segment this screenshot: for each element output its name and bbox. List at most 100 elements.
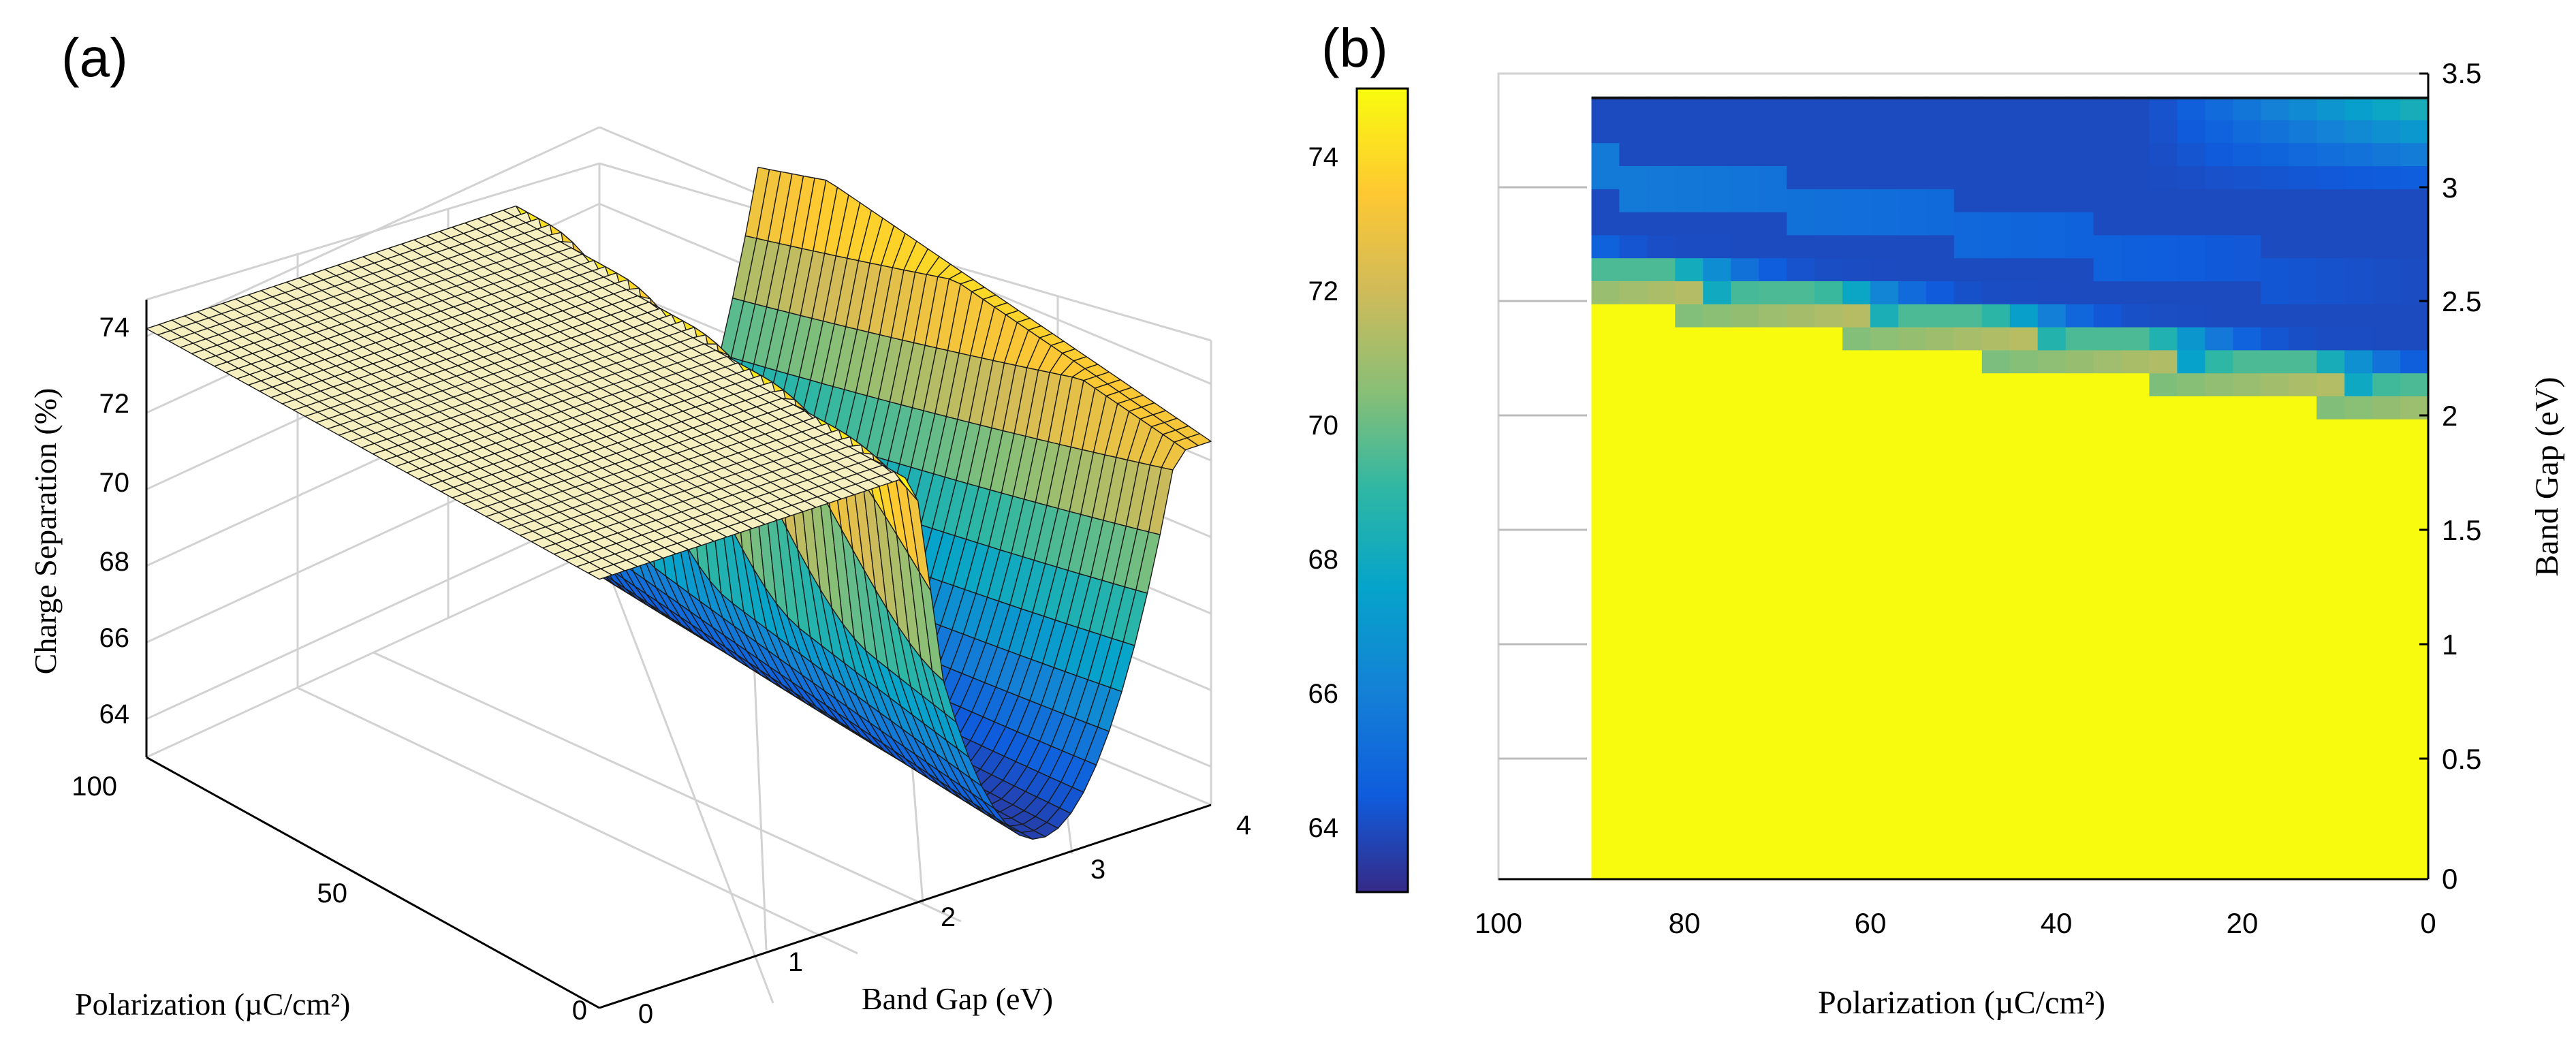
heatmap-cell	[1815, 96, 1843, 121]
heatmap-cell	[2121, 281, 2150, 304]
heatmap-cell	[2205, 464, 2234, 489]
heatmap-cell	[2344, 764, 2373, 788]
heatmap-cell	[2149, 281, 2178, 304]
heatmap-y-ticks: 3.5 3 2.5 2 1.5 1 0.5 0	[2442, 57, 2481, 895]
heatmap-cell	[2344, 833, 2373, 857]
heatmap-cell	[2093, 580, 2122, 604]
heatmap-cell	[1981, 488, 2011, 511]
heatmap-cell	[1619, 189, 1648, 212]
heatmap-cell	[1898, 119, 1927, 144]
heatmap-cell	[2037, 695, 2067, 719]
heatmap-cell	[1759, 649, 1787, 673]
heatmap-cell	[1675, 119, 1704, 144]
heatmap-cell	[1926, 741, 1955, 765]
heatmap-guides	[1498, 186, 1587, 760]
heatmap-cell	[1647, 189, 1676, 212]
colorbar-tick-label: 74	[1308, 142, 1339, 172]
heatmap-cell	[1898, 96, 1927, 121]
heatmap-cell	[1981, 234, 2011, 259]
heatmap-cell	[1926, 833, 1955, 857]
heatmap-cell	[1759, 257, 1787, 281]
heatmap-cell	[2289, 695, 2317, 719]
heatmap-cell	[1842, 441, 1871, 466]
heatmap-cell	[1842, 580, 1871, 604]
heatmap-cell	[2121, 603, 2150, 627]
heatmap-cell	[2093, 281, 2122, 304]
heatmap-cell	[2289, 257, 2317, 281]
heatmap-cell	[2037, 119, 2067, 144]
heatmap-cell	[1953, 488, 1983, 511]
heatmap-cell	[2344, 349, 2373, 374]
heatmap-cell	[2289, 856, 2317, 880]
heatmap-cell	[1675, 856, 1704, 880]
heatmap-cell	[1981, 556, 2011, 581]
heatmap-cell	[1647, 810, 1676, 834]
heatmap-cell	[1759, 556, 1787, 581]
heatmap-cell	[1870, 349, 1899, 374]
heatmap-cell	[1926, 626, 1955, 650]
heatmap-cell	[2344, 810, 2373, 834]
heatmap-cell	[2065, 189, 2094, 212]
heatmap-cell	[1926, 165, 1955, 189]
heatmap-cell	[1898, 580, 1927, 604]
heatmap-cell	[1870, 257, 1899, 281]
heatmap-cell	[1591, 671, 1620, 696]
heatmap-cell	[1870, 649, 1899, 673]
heatmap-cell	[1926, 281, 1955, 304]
heatmap-cell	[2289, 96, 2317, 121]
heatmap-cell	[2205, 626, 2234, 650]
heatmap-cell	[2400, 119, 2429, 144]
heatmap-cell	[1842, 511, 1871, 535]
heatmap-cell	[2009, 856, 2039, 880]
heatmap-cell	[1647, 764, 1676, 788]
heatmap-cell	[1731, 695, 1759, 719]
heatmap-cell	[2177, 741, 2206, 765]
heatmap-cell	[1870, 764, 1899, 788]
heatmap-cell	[1591, 580, 1620, 604]
heatmap-cell	[1842, 741, 1871, 765]
heatmap-cell	[1647, 96, 1676, 121]
heatmap-cell	[1787, 718, 1815, 742]
heatmap-cell	[2205, 856, 2234, 880]
heatmap-cell	[2177, 281, 2206, 304]
heatmap-cell	[1842, 396, 1871, 419]
heatmap-cell	[1870, 441, 1899, 466]
y-tick-label: 100	[72, 772, 117, 802]
heatmap-cell	[2177, 373, 2206, 396]
heatmap-cell	[2261, 787, 2289, 811]
y-tick-label: 50	[317, 878, 348, 908]
heatmap-cell	[1787, 833, 1815, 857]
heatmap-cell	[2065, 649, 2094, 673]
heatmap-cell	[2009, 234, 2039, 259]
heatmap-cell	[2233, 257, 2262, 281]
heatmap-cell	[2316, 856, 2345, 880]
heatmap-cell	[1815, 211, 1843, 236]
heatmap-cell	[1898, 211, 1927, 236]
heatmap-cell	[2009, 396, 2039, 419]
heatmap-cell	[2037, 373, 2067, 396]
heatmap-cell	[1842, 671, 1871, 696]
heatmap-cell	[2400, 96, 2429, 121]
heatmap-cell	[2400, 671, 2429, 696]
x-axis-title: Band Gap (eV)	[862, 981, 1053, 1016]
heatmap-cell	[2177, 326, 2206, 351]
heatmap-cell	[1815, 580, 1843, 604]
heatmap-cell	[1953, 764, 1983, 788]
heatmap-cell	[2121, 810, 2150, 834]
heatmap-cell	[1926, 304, 1955, 328]
heatmap-cell	[1759, 373, 1787, 396]
heatmap-cell	[2037, 671, 2067, 696]
heatmap-cell	[2261, 626, 2289, 650]
heatmap-cell	[2065, 464, 2094, 489]
heatmap-cell	[2149, 695, 2178, 719]
heatmap-cell	[2177, 189, 2206, 212]
heatmap-cell	[1787, 511, 1815, 535]
heatmap-cell	[2149, 165, 2178, 189]
heatmap-cell	[1731, 396, 1759, 419]
heatmap-cell	[1675, 257, 1704, 281]
heatmap-cell	[2149, 304, 2178, 328]
heatmap-cell	[1926, 396, 1955, 419]
heatmap-cell	[2316, 603, 2345, 627]
heatmap-cell	[2261, 96, 2289, 121]
heatmap-cell	[1647, 464, 1676, 489]
